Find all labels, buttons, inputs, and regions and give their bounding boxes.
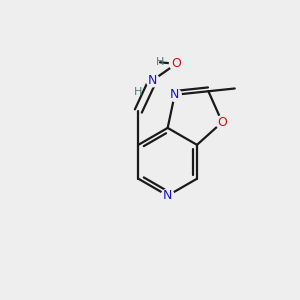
Text: O: O	[217, 116, 227, 129]
Text: N: N	[170, 88, 179, 101]
Circle shape	[169, 57, 183, 70]
Text: H: H	[134, 87, 142, 97]
Text: H: H	[156, 57, 164, 67]
Text: N: N	[163, 189, 172, 202]
Circle shape	[161, 189, 174, 202]
Circle shape	[168, 88, 181, 101]
Text: N: N	[148, 74, 157, 87]
Circle shape	[146, 74, 159, 87]
Circle shape	[216, 116, 229, 129]
Text: O: O	[171, 57, 181, 70]
